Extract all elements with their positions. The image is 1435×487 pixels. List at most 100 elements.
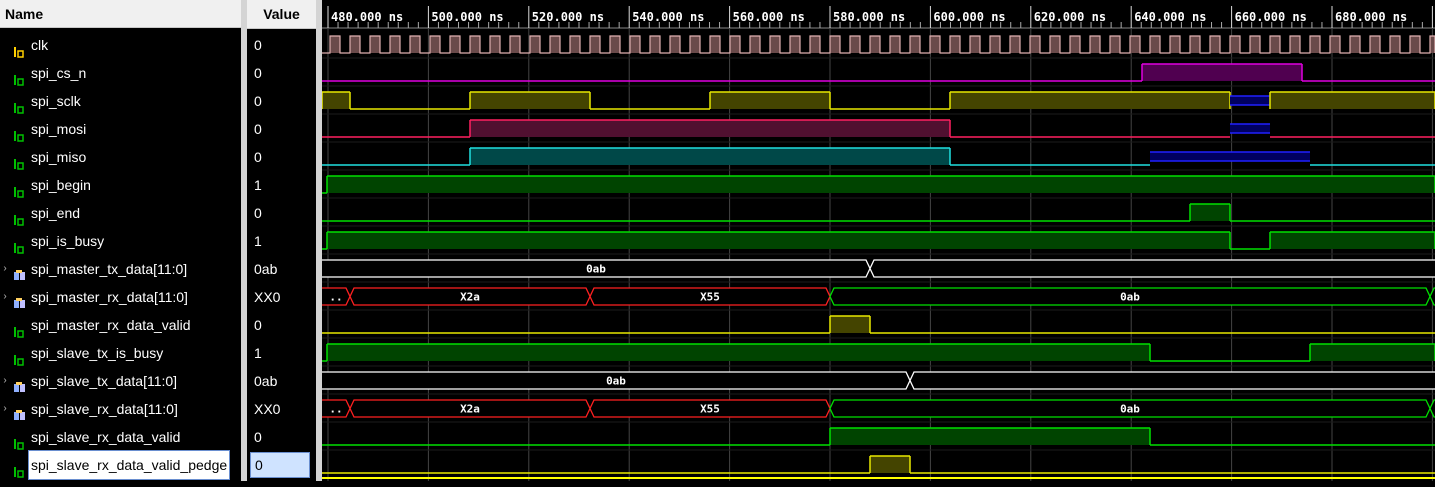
signal-value[interactable]: 0ab <box>247 255 316 283</box>
waveform-spi_master_rx_data_valid[interactable] <box>322 315 1435 334</box>
wave-high <box>327 232 1230 249</box>
expand-arrow-icon[interactable]: › <box>3 263 7 274</box>
signal-value-text: 0 <box>254 149 262 165</box>
signal-name[interactable]: spi_slave_rx_data_valid_pedge <box>27 450 231 480</box>
waveform-spi_cs_n[interactable] <box>322 63 1435 82</box>
signal-name[interactable]: spi_miso <box>31 149 87 165</box>
signal-value[interactable]: 0 <box>247 143 316 171</box>
wave-high <box>1270 232 1435 249</box>
signal-row[interactable]: spi_end <box>0 199 241 227</box>
wave-hiz <box>1230 124 1270 133</box>
waveform-spi_end[interactable] <box>322 203 1435 222</box>
value-column-header[interactable]: Value <box>247 0 316 29</box>
signal-value-panel: Value 0 0 0 0 0 1 0 1 0ab XX0 0 1 0ab XX0 0 0 <box>247 0 316 481</box>
signal-row[interactable]: spi_slave_tx_is_busy <box>0 339 241 367</box>
signal-row[interactable]: clk <box>0 31 241 59</box>
signal-value-text: 0 <box>254 121 262 137</box>
wave-high <box>1142 64 1302 81</box>
signal-name[interactable]: spi_slave_tx_is_busy <box>31 345 164 361</box>
waveform-spi_slave_rx_data_valid_pedge[interactable] <box>322 455 1435 474</box>
expand-arrow-icon[interactable]: › <box>3 375 7 386</box>
signal-value[interactable]: 0 <box>247 31 316 59</box>
signal-name[interactable]: spi_slave_tx_data[11:0] <box>31 373 178 389</box>
bus-icon <box>13 291 25 308</box>
signal-row[interactable]: › spi_slave_rx_data[11:0] <box>0 395 241 423</box>
signal-value[interactable]: 0ab <box>247 367 316 395</box>
signal-value[interactable]: 1 <box>247 171 316 199</box>
signal-name[interactable]: spi_begin <box>31 177 91 193</box>
bus-spi_master_rx_data110[interactable]: .. X2a X55 0ab <box>322 287 1435 306</box>
signal-value[interactable]: 0 <box>247 451 316 479</box>
wave-splitter[interactable] <box>316 0 322 481</box>
expand-arrow-icon[interactable]: › <box>3 403 7 414</box>
signal-row[interactable]: spi_miso <box>0 143 241 171</box>
signal-value[interactable]: 0 <box>247 199 316 227</box>
bus-value-label: X2a <box>460 291 480 304</box>
signal-value-text: 1 <box>254 345 262 361</box>
signal-value[interactable]: 0 <box>247 87 316 115</box>
wave-high <box>830 316 870 333</box>
signal-name[interactable]: spi_master_rx_data_valid <box>31 317 191 333</box>
waveform-canvas[interactable]: 480.000 ns 500.000 ns 520.000 ns 540.000 ns… <box>322 0 1435 481</box>
signal-row[interactable]: spi_is_busy <box>0 227 241 255</box>
signal-value[interactable]: 0 <box>247 311 316 339</box>
wave-high <box>870 456 910 473</box>
signal-value[interactable]: 1 <box>247 227 316 255</box>
tick-label: 560.000 ns <box>733 10 805 24</box>
signal-row[interactable]: spi_slave_rx_data_valid_pedge <box>0 450 241 480</box>
signal-row[interactable]: spi_master_rx_data_valid <box>0 311 241 339</box>
signal-value[interactable]: 0 <box>247 59 316 87</box>
tick-label: 540.000 ns <box>632 10 704 24</box>
signal-name[interactable]: spi_master_rx_data[11:0] <box>31 289 188 305</box>
column-splitter[interactable] <box>241 0 247 481</box>
signal-name[interactable]: spi_cs_n <box>31 65 87 81</box>
bus-spi_slave_tx_data110[interactable]: 0ab <box>322 371 1435 390</box>
name-column-header[interactable]: Name <box>0 0 241 28</box>
tick-label: 680.000 ns <box>1335 10 1407 24</box>
signal-name[interactable]: spi_master_tx_data[11:0] <box>31 261 188 277</box>
waveform-clk[interactable] <box>322 35 1435 54</box>
bus-value-label: X2a <box>460 403 480 416</box>
signal-row[interactable]: spi_begin <box>0 171 241 199</box>
signal-value[interactable]: 0 <box>247 115 316 143</box>
waveform-spi_miso[interactable] <box>322 147 1435 166</box>
signal-name[interactable]: spi_end <box>31 205 81 221</box>
waveform-spi_sclk[interactable] <box>322 91 1435 110</box>
signal-row[interactable]: › spi_master_rx_data[11:0] <box>0 283 241 311</box>
bus-value-label: X55 <box>700 403 720 416</box>
waveform-spi_slave_rx_data_valid[interactable] <box>322 427 1435 446</box>
signal-name[interactable]: spi_mosi <box>31 121 87 137</box>
wave-high <box>470 120 950 137</box>
signal-row[interactable]: spi_cs_n <box>0 59 241 87</box>
signal-value[interactable]: 1 <box>247 339 316 367</box>
signal-value[interactable]: XX0 <box>247 283 316 311</box>
waveform-spi_begin[interactable] <box>322 175 1435 194</box>
signal-value-text: 0 <box>254 65 262 81</box>
signal-name[interactable]: spi_is_busy <box>31 233 105 249</box>
bus-value-label: X55 <box>700 291 720 304</box>
signal-value-text: 0 <box>250 452 310 478</box>
expand-arrow-icon[interactable]: › <box>3 291 7 302</box>
signal-name[interactable]: spi_slave_rx_data_valid <box>31 429 181 445</box>
signal-value-text: XX0 <box>254 401 281 417</box>
signal-row[interactable]: › spi_master_tx_data[11:0] <box>0 255 241 283</box>
waveform-spi_mosi[interactable] <box>322 119 1435 138</box>
signal-row[interactable]: › spi_slave_tx_data[11:0] <box>0 367 241 395</box>
wave-hiz <box>1230 96 1270 105</box>
signal-name[interactable]: spi_sclk <box>31 93 81 109</box>
waveform-spi_is_busy[interactable] <box>322 231 1435 250</box>
signal-name[interactable]: spi_slave_rx_data[11:0] <box>31 401 178 417</box>
signal-name[interactable]: clk <box>31 37 49 53</box>
bus-spi_slave_rx_data110[interactable]: .. X2a X55 0ab <box>322 399 1435 418</box>
bus-spi_master_tx_data110[interactable]: 0ab <box>322 259 1435 278</box>
signal-value[interactable]: 0 <box>247 423 316 451</box>
waveform-spi_slave_tx_is_busy[interactable] <box>322 343 1435 362</box>
signal-row[interactable]: spi_sclk <box>0 87 241 115</box>
signal-row[interactable]: spi_slave_rx_data_valid <box>0 423 241 451</box>
time-ruler[interactable]: 480.000 ns 500.000 ns 520.000 ns 540.000 ns… <box>322 0 1435 29</box>
signal-value-text: 0ab <box>254 261 278 277</box>
signal-value[interactable]: XX0 <box>247 395 316 423</box>
signal-row[interactable]: spi_mosi <box>0 115 241 143</box>
scalar-icon <box>13 67 25 86</box>
